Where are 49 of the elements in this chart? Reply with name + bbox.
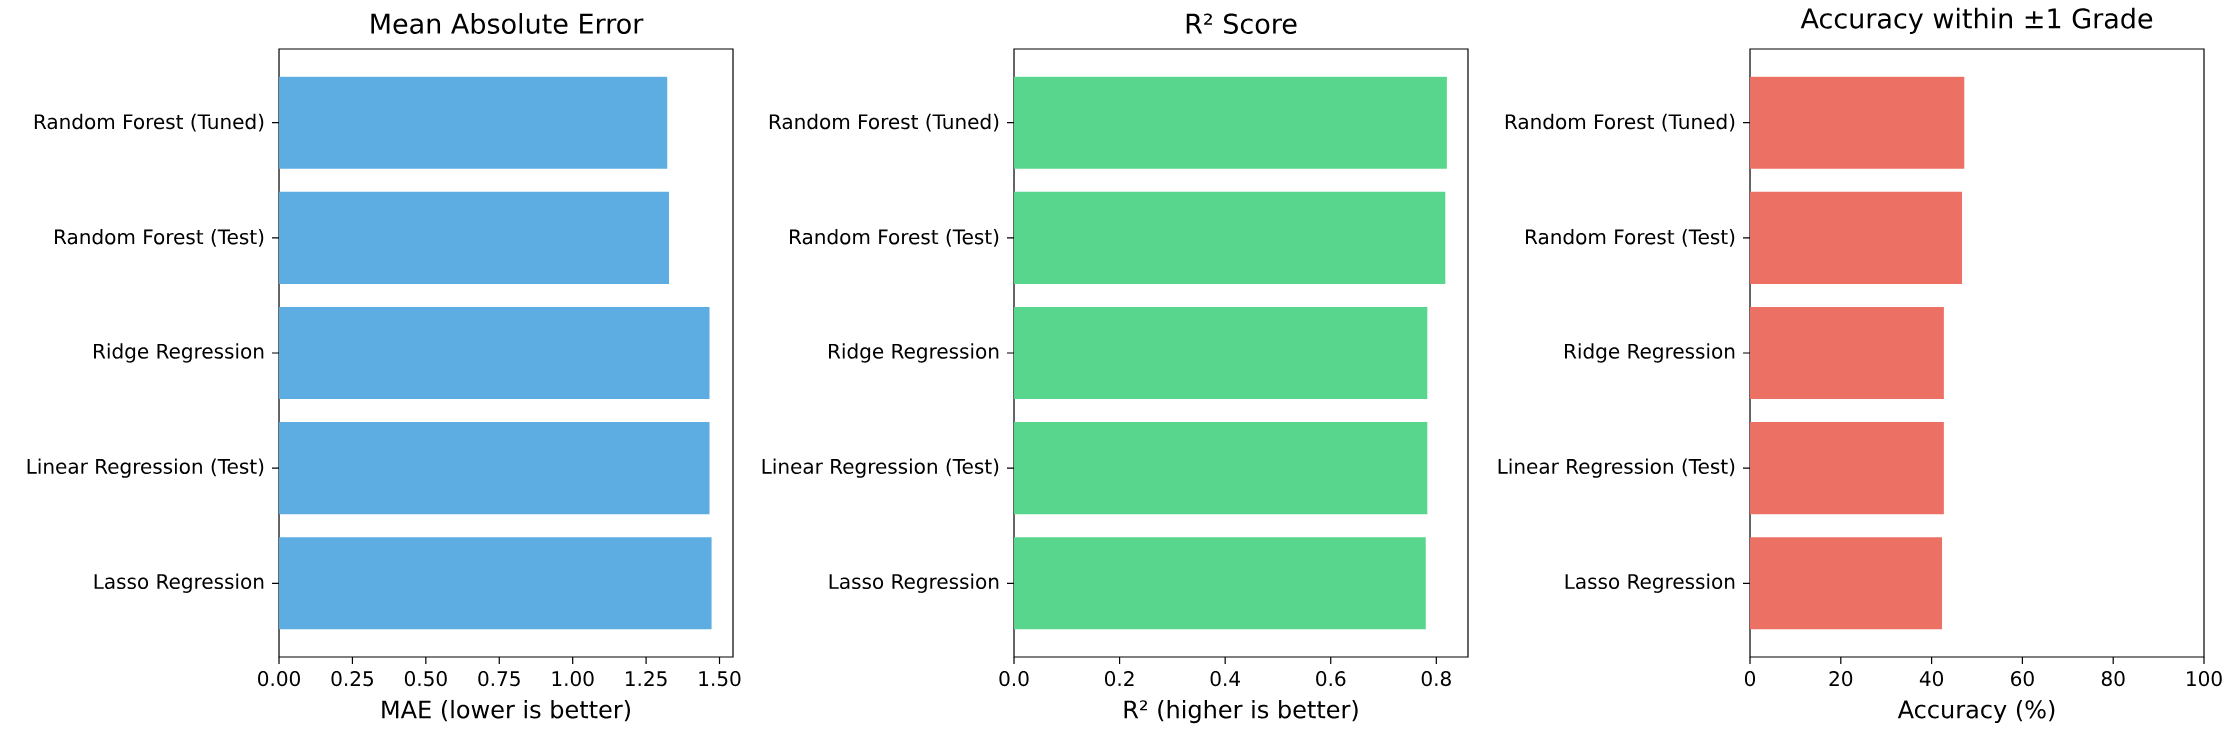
bar [279, 306, 710, 400]
y-tick-label: Random Forest (Test) [55, 228, 264, 247]
x-tick-label: 0.25 [331, 671, 373, 687]
y-tick-label: Linear Regression (Test) [1498, 458, 1735, 478]
x-tick-label: 0.00 [258, 671, 300, 687]
y-tick-label: Ridge Regression [829, 343, 999, 363]
x-tick-label: 1.25 [626, 671, 667, 687]
x-tick-label: 60 [2011, 671, 2034, 687]
x-tick-label: 40 [1919, 671, 1944, 687]
x-tick-label: 1.50 [699, 671, 741, 687]
x-tick-label: 20 [1829, 671, 1853, 687]
y-tick-label: Ridge Regression [1565, 343, 1735, 363]
y-tick-label: Random Forest (Test) [790, 228, 999, 247]
y-tick-label: Lasso Regression [94, 573, 264, 593]
x-axis-title: Accuracy (%) [1897, 699, 2055, 724]
x-tick-label: 0.2 [1105, 671, 1134, 687]
x-tick-label: 0.4 [1210, 671, 1240, 687]
y-tick-label: Lasso Regression [829, 573, 999, 593]
chart-title: Mean Absolute Error [371, 13, 644, 34]
y-tick-label: Lasso Regression [1565, 573, 1735, 593]
bar [1014, 191, 1446, 284]
y-tick-label: Linear Regression (Test) [762, 458, 999, 478]
x-tick-label: 0.8 [1421, 671, 1451, 687]
bar [279, 422, 710, 515]
x-tick-label: 0.75 [478, 671, 520, 687]
x-tick-label: 0.50 [404, 671, 447, 687]
bar [279, 76, 668, 169]
x-tick-label: 1.00 [552, 671, 594, 687]
y-tick-label: Random Forest (Tuned) [1505, 113, 1735, 132]
bar [1014, 422, 1428, 515]
x-axis-title: R² (higher is better) [1124, 699, 1358, 724]
x-tick-label: 0 [1744, 671, 1756, 687]
y-tick-label: Ridge Regression [94, 343, 264, 363]
y-tick-label: Random Forest (Tuned) [769, 113, 999, 132]
bar [1014, 537, 1426, 630]
bar [1014, 76, 1447, 169]
chart-title: R² Score [1186, 13, 1297, 34]
y-tick-label: Linear Regression (Test) [27, 458, 264, 478]
chart-title: Accuracy within ±1 Grade [1800, 7, 2153, 34]
x-tick-label: 100 [2187, 671, 2222, 687]
y-tick-label: Random Forest (Test) [1526, 228, 1735, 247]
x-tick-label: 0.0 [999, 671, 1029, 687]
y-tick-label: Random Forest (Tuned) [34, 113, 264, 132]
x-tick-label: 0.6 [1316, 671, 1346, 687]
bar [279, 191, 669, 284]
x-axis-title: MAE (lower is better) [382, 699, 631, 722]
bar [279, 537, 712, 630]
x-tick-label: 80 [2101, 671, 2125, 687]
bar [1014, 306, 1428, 400]
